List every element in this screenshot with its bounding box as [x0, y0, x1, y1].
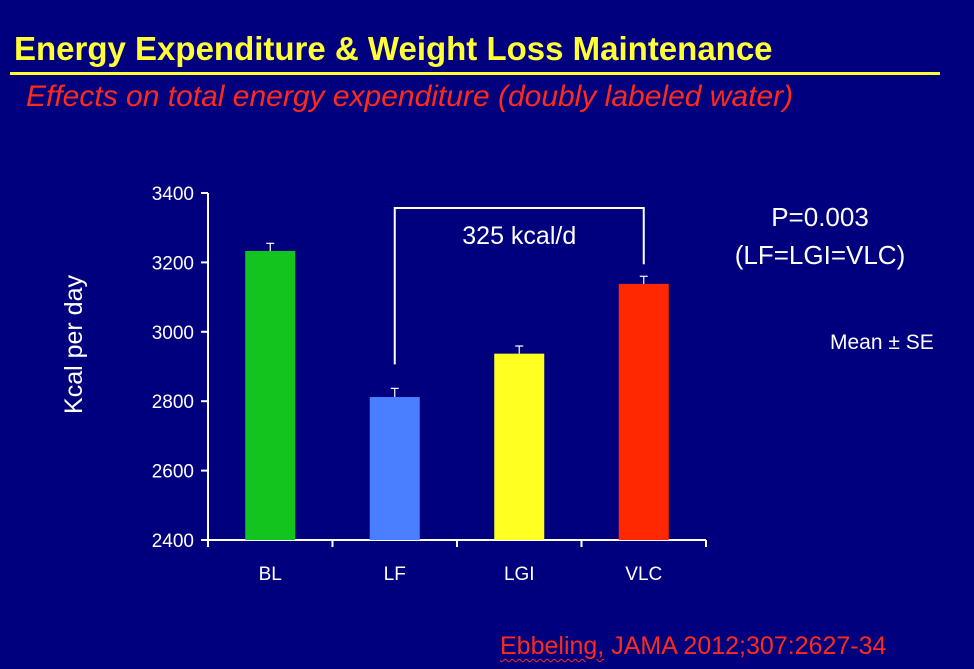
y-tick-label: 2600 [152, 462, 194, 483]
stats-box: P=0.003 (LF=LGI=VLC) [720, 198, 920, 274]
bar-vlc [618, 283, 669, 540]
y-tick-label: 3400 [152, 184, 194, 205]
bar-bl [245, 250, 296, 540]
y-tick-label: 3000 [152, 323, 194, 344]
bracket-line [393, 207, 645, 365]
x-tick-label: LGI [504, 564, 535, 585]
bracket-label: 325 kcal/d [462, 222, 576, 250]
y-axis-label: Kcal per day [60, 275, 88, 414]
mean-se-note: Mean ± SE [830, 331, 934, 354]
x-tick-label: LF [384, 564, 406, 585]
y-tick-label: 3200 [152, 253, 194, 274]
title-underline [10, 72, 940, 75]
citation-author: Ebbeling, [500, 632, 605, 660]
citation: Ebbeling, JAMA 2012;307:2627-34 [500, 632, 886, 661]
y-tick-label: 2400 [152, 531, 194, 552]
p-value-text: P=0.003 [771, 202, 869, 232]
bar-lf [369, 397, 420, 540]
x-tick-label: BL [259, 564, 282, 585]
citation-details: JAMA 2012;307:2627-34 [604, 632, 887, 660]
comparison-text: (LF=LGI=VLC) [734, 240, 906, 270]
slide-subtitle: Effects on total energy expenditure (dou… [26, 80, 794, 113]
x-tick-label: VLC [625, 564, 662, 585]
y-tick-label: 2800 [152, 392, 194, 413]
slide-title: Energy Expenditure & Weight Loss Mainten… [14, 30, 773, 67]
bar-lgi [494, 353, 545, 540]
